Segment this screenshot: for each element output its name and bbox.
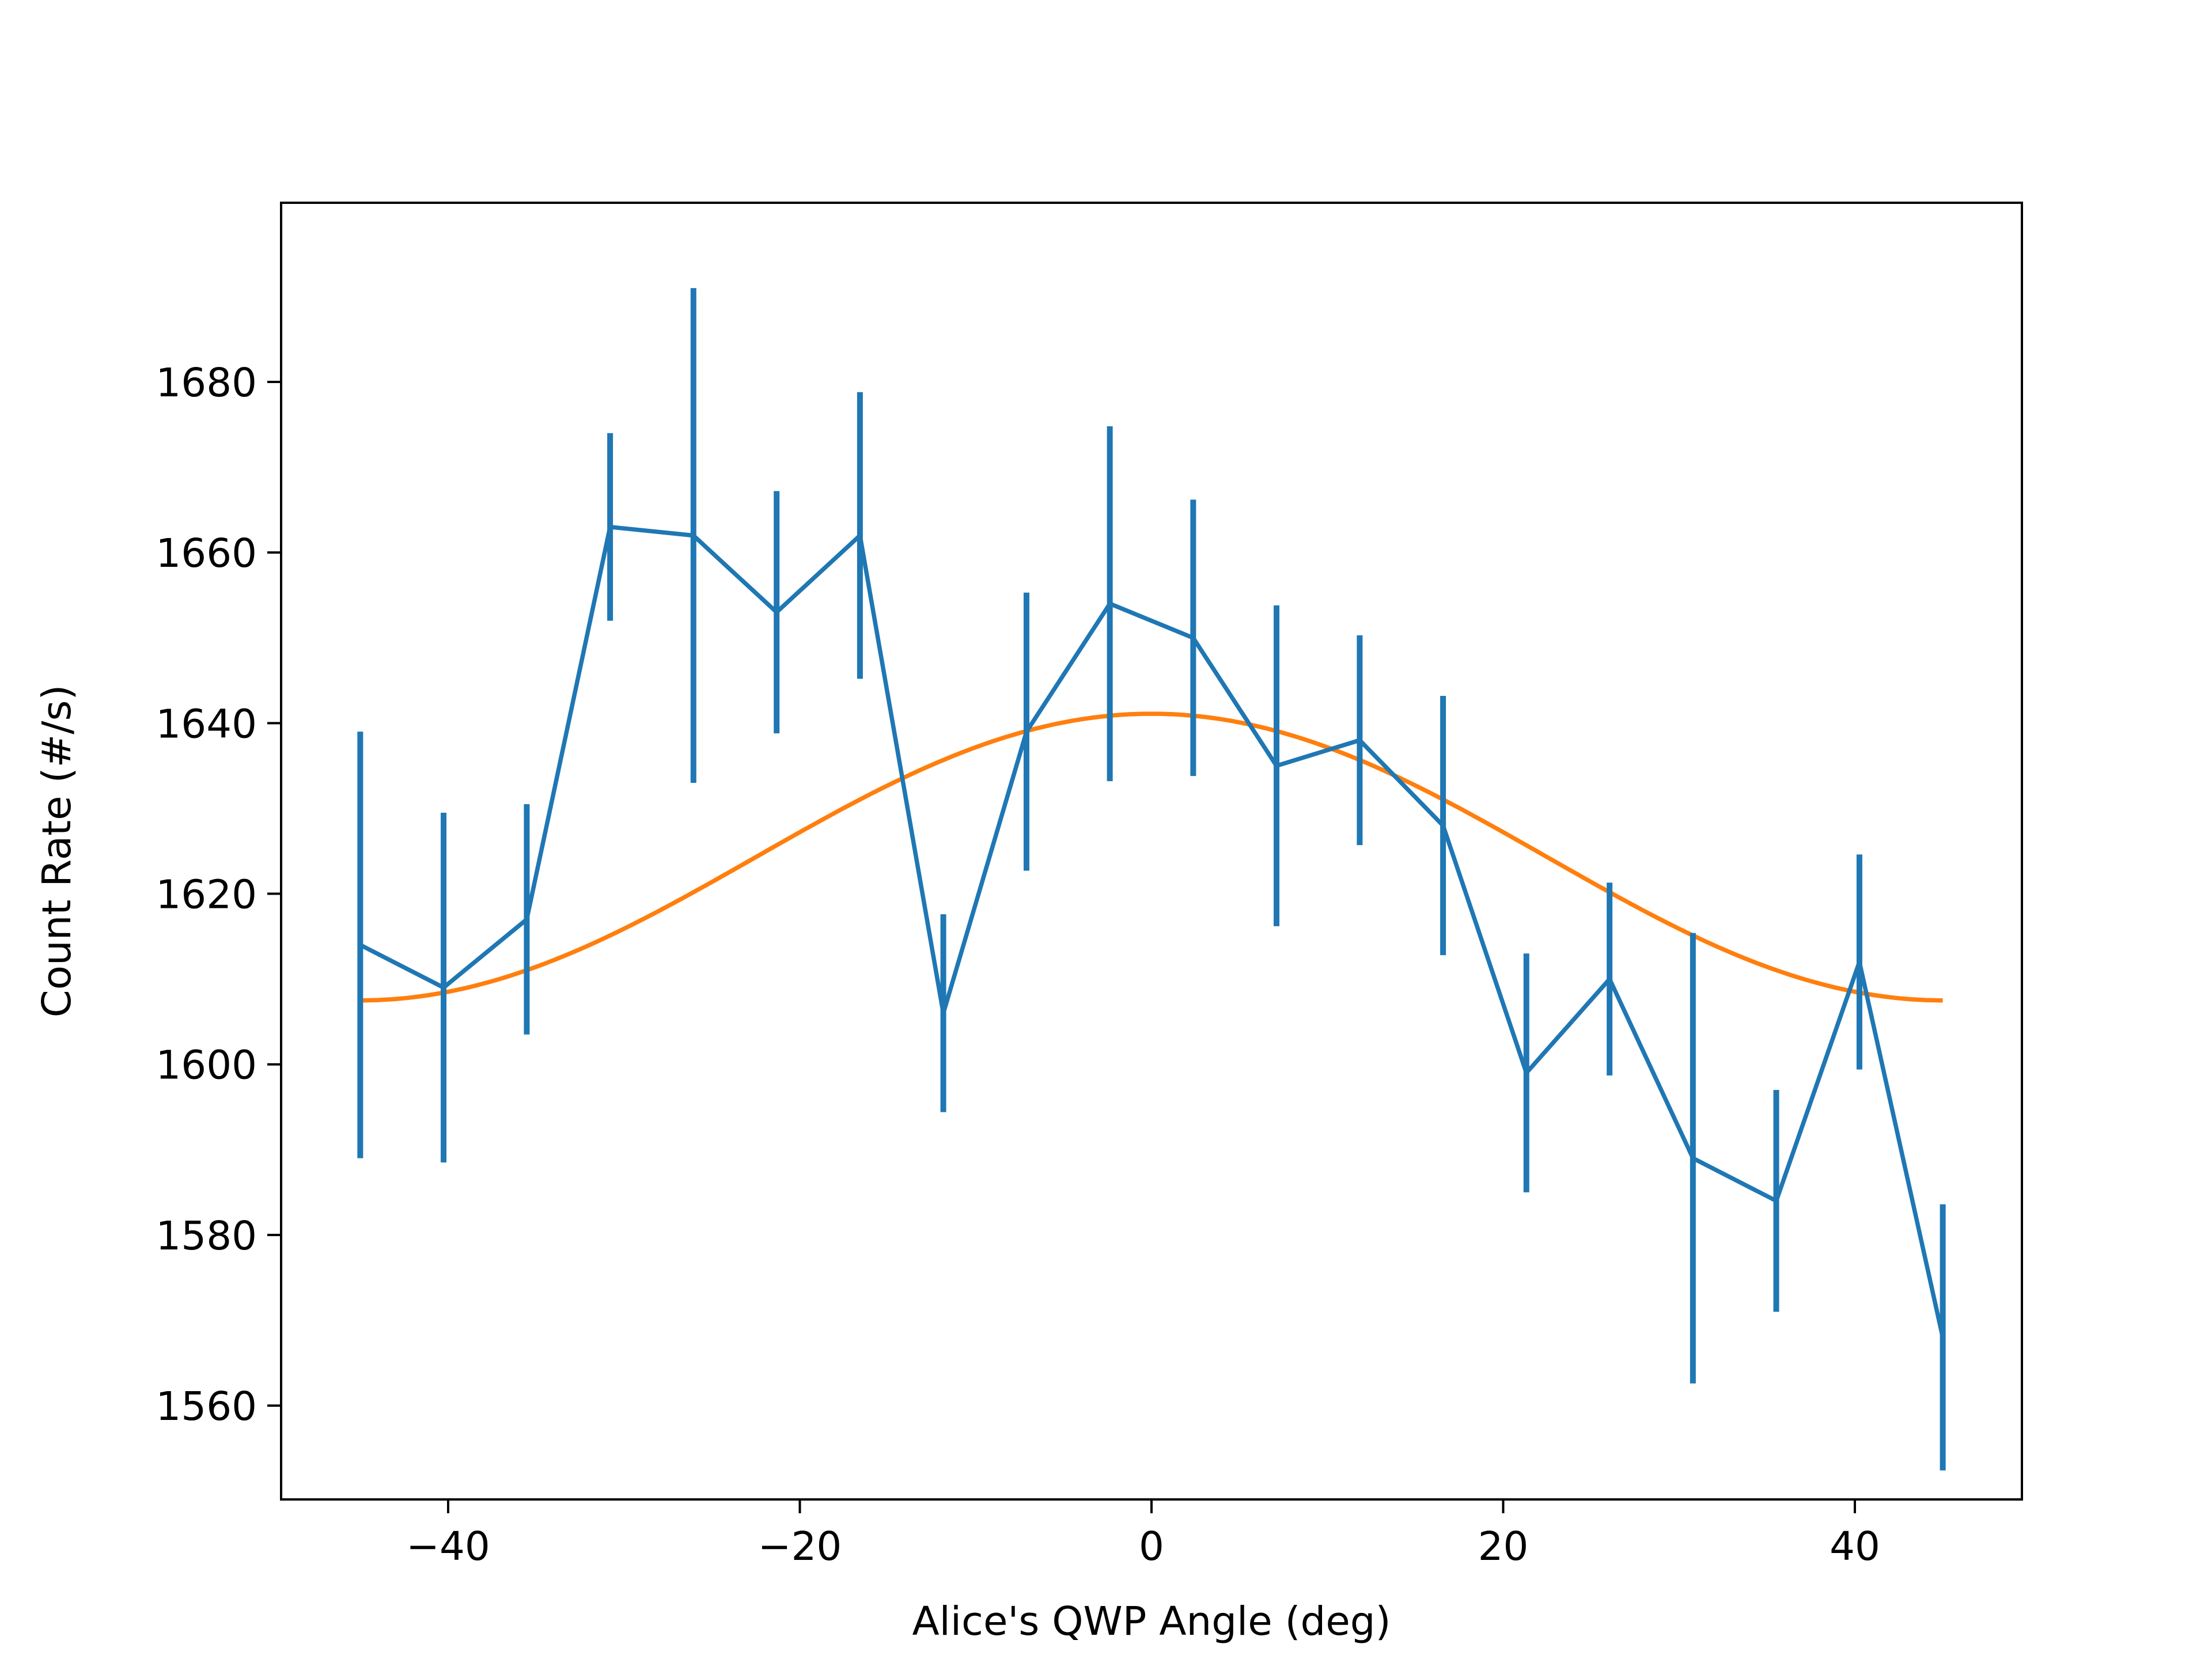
y-tick-label: 1640 [156,701,257,747]
y-tick-label: 1560 [156,1384,257,1430]
x-tick-label: −20 [758,1524,842,1570]
fit-curve [360,711,1943,1003]
x-tick-label: 0 [1139,1524,1164,1570]
data-line-layer [359,525,1945,1338]
y-axis-label: Count Rate (#/s) [34,685,80,1018]
y-tick-label: 1580 [156,1213,257,1259]
x-tick-label: −40 [406,1524,490,1570]
y-tick-label: 1680 [156,360,257,406]
x-axis-label: Alice's QWP Angle (deg) [912,1599,1391,1645]
y-tick-label: 1660 [156,531,257,577]
fit-layer [360,711,1943,1003]
x-axis-ticks: −40 −20 0 20 40 [406,1499,1880,1570]
plot-area [357,288,1946,1471]
x-tick-label: 40 [1830,1524,1880,1570]
data-line [359,525,1945,1338]
y-tick-label: 1600 [156,1043,257,1089]
x-tick-label: 20 [1478,1524,1529,1570]
y-tick-label: 1620 [156,872,257,918]
y-axis-ticks: 1560 1580 1600 1620 1640 1660 1680 [156,360,281,1430]
